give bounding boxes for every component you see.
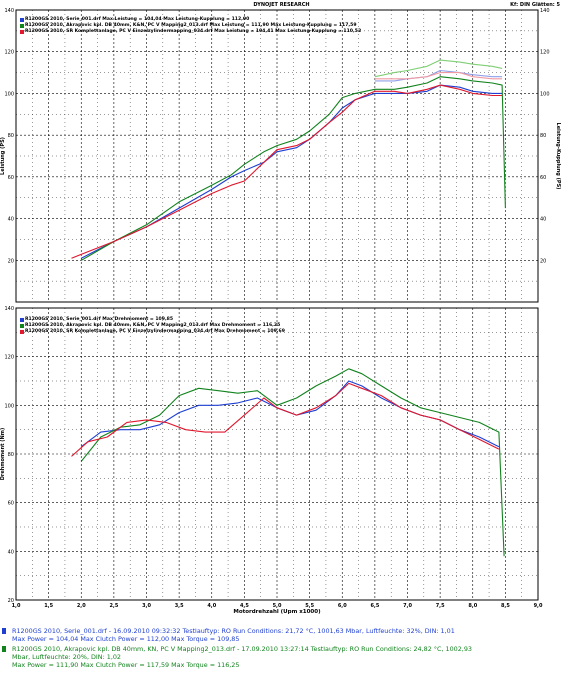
legend-entry: R1200GS 2010, SR Komplettanlage, PC V Ei… bbox=[20, 29, 361, 35]
y-tick-label: 20 bbox=[8, 598, 14, 604]
run-color-swatch bbox=[2, 628, 6, 634]
series-line bbox=[71, 84, 503, 259]
series-line bbox=[374, 72, 503, 80]
legend-text: R1200GS 2010, SR Komplettanlage, PC V Ei… bbox=[25, 329, 285, 334]
top-legend: R1200GS 2010, Serie_001.drf Max Leistung… bbox=[20, 17, 361, 35]
legend-text: R1200GS 2010, SR Komplettanlage, PC V Ei… bbox=[25, 29, 362, 34]
series-line bbox=[80, 368, 505, 557]
legend-entry: R1200GS 2010, Serie_001.drf Max Drehmome… bbox=[20, 317, 285, 323]
run-info-line: Max Power = 111,90 Max Clutch Power = 11… bbox=[12, 661, 240, 669]
y-tick-label: 120 bbox=[4, 50, 14, 56]
x-tick-label: 7,5 bbox=[436, 603, 445, 609]
legend-entry: R1200GS 2010, Serie_001.drf Max Leistung… bbox=[20, 17, 361, 23]
plot-frame bbox=[15, 307, 539, 601]
run-info-footer: R1200GS 2010, Serie_001.drf - 16.09.2010… bbox=[2, 627, 562, 671]
x-tick-label: 6,0 bbox=[338, 603, 347, 609]
y-tick-label-right: 100 bbox=[540, 91, 550, 97]
run-info-block: R1200GS 2010, Serie_001.drf - 16.09.2010… bbox=[2, 627, 562, 643]
x-tick-label: 1,5 bbox=[44, 603, 53, 609]
series-line bbox=[80, 380, 500, 448]
y-tick-label: 80 bbox=[8, 452, 14, 458]
run-info-line: Max Power = 104,04 Max Clutch Power = 11… bbox=[12, 635, 240, 643]
legend-entry: R1200GS 2010, Akrapovic kpl. DB 40mm, K&… bbox=[20, 23, 361, 29]
run-color-swatch bbox=[2, 646, 6, 652]
legend-swatch bbox=[20, 318, 24, 322]
legend-swatch bbox=[20, 18, 24, 22]
legend-swatch bbox=[20, 324, 24, 328]
chart-panel-2: 20 40 60 80 100 120 140 Drehmoment (Nm) 1,0 1,5 2,… bbox=[0, 306, 543, 615]
x-tick-label: 9,0 bbox=[534, 603, 543, 609]
run-info-line: Mbar, Luftfeuchte: 20%, DIN: 1,02 bbox=[12, 653, 122, 661]
series-line bbox=[71, 382, 500, 457]
series-line bbox=[374, 59, 503, 78]
y-tick-label: 140 bbox=[4, 8, 14, 14]
legend-entry: R1200GS 2010, Akrapovic kpl. DB 40mm, K&… bbox=[20, 323, 285, 329]
x-tick-label: 3,5 bbox=[175, 603, 184, 609]
y-tick-label-right: 120 bbox=[540, 50, 550, 56]
y-axis-label: Leistung (PS) bbox=[0, 137, 6, 175]
legend-text: R1200GS 2010, Akrapovic kpl. DB 40mm, K&… bbox=[25, 323, 281, 328]
legend-text: R1200GS 2010, Serie_001.drf Max Leistung… bbox=[25, 17, 250, 22]
legend-swatch bbox=[20, 330, 24, 334]
x-tick-label: 2,5 bbox=[109, 603, 118, 609]
y-tick-label: 140 bbox=[4, 306, 14, 312]
x-tick-label: 1,0 bbox=[12, 603, 21, 609]
series-line bbox=[81, 76, 506, 261]
x-tick-label: 8,0 bbox=[468, 603, 477, 609]
run-info-line: R1200GS 2010, Serie_001.drf - 16.09.2010… bbox=[12, 627, 455, 635]
y-axis-label-right: Leistung-Kupplung (PS) bbox=[555, 123, 561, 190]
y-tick-label: 40 bbox=[8, 549, 14, 555]
x-axis-label: Motordrehzahl (Upm x1000) bbox=[233, 609, 321, 615]
legend-text: R1200GS 2010, Akrapovic kpl. DB 40mm, K&… bbox=[25, 23, 357, 28]
corner-info: Kf: DIN Glätten: 5 bbox=[510, 2, 560, 8]
page-title: DYNOJET RESEARCH bbox=[253, 2, 310, 8]
y-tick-label: 100 bbox=[4, 91, 14, 97]
x-tick-label: 4,5 bbox=[240, 603, 249, 609]
legend-swatch bbox=[20, 24, 24, 28]
legend-text: R1200GS 2010, Serie_001.drf Max Drehmome… bbox=[25, 317, 174, 322]
x-tick-label: 5,0 bbox=[273, 603, 282, 609]
y-tick-label-right: 60 bbox=[540, 175, 546, 181]
y-tick-label: 40 bbox=[8, 217, 14, 223]
x-tick-label: 4,0 bbox=[207, 603, 216, 609]
run-info-block: R1200GS 2010, Akrapovic kpl. DB 40mm, KN… bbox=[2, 645, 562, 669]
y-tick-label: 60 bbox=[8, 175, 14, 181]
bottom-legend: R1200GS 2010, Serie_001.drf Max Drehmome… bbox=[20, 317, 285, 335]
y-tick-label-right: 40 bbox=[540, 217, 546, 223]
y-tick-label: 20 bbox=[8, 258, 14, 264]
chart-panel-1: 20 20 40 40 60 60 80 80 100 100 120 120 140 140 Leistu… bbox=[0, 8, 561, 303]
x-tick-label: 3,0 bbox=[142, 603, 151, 609]
y-tick-label-right: 20 bbox=[540, 258, 546, 264]
y-axis-label: Drehmoment (Nm) bbox=[0, 428, 6, 480]
series-line bbox=[374, 69, 503, 82]
y-tick-label-right: 140 bbox=[540, 8, 550, 14]
y-tick-label: 80 bbox=[8, 133, 14, 139]
x-tick-label: 5,5 bbox=[305, 603, 314, 609]
x-tick-label: 6,5 bbox=[370, 603, 379, 609]
legend-entry: R1200GS 2010, SR Komplettanlage, PC V Ei… bbox=[20, 329, 285, 335]
y-tick-label: 60 bbox=[8, 501, 14, 507]
x-tick-label: 8,5 bbox=[501, 603, 510, 609]
series-line bbox=[81, 84, 503, 259]
plot-frame bbox=[15, 9, 539, 303]
y-tick-label: 100 bbox=[4, 403, 14, 409]
run-info-line: R1200GS 2010, Akrapovic kpl. DB 40mm, KN… bbox=[12, 645, 472, 653]
x-tick-label: 7,0 bbox=[403, 603, 412, 609]
x-tick-label: 2,0 bbox=[77, 603, 86, 609]
y-tick-label-right: 80 bbox=[540, 133, 546, 139]
y-tick-label: 120 bbox=[4, 355, 14, 361]
legend-swatch bbox=[20, 30, 24, 34]
